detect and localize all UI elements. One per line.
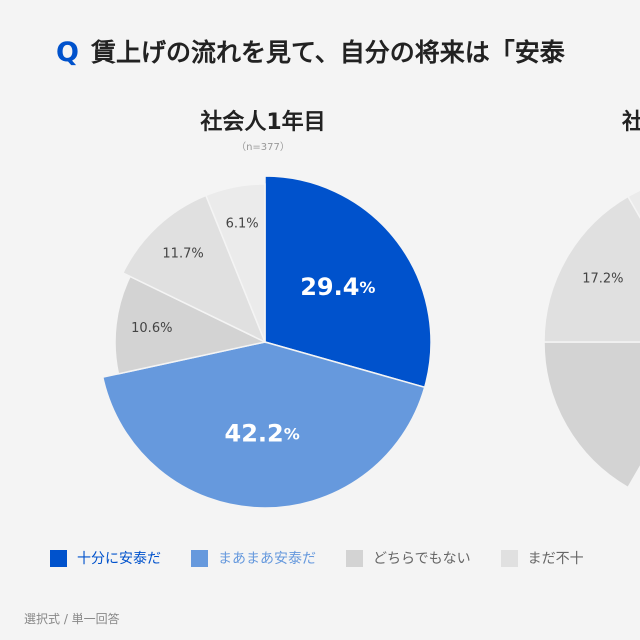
pie-slice bbox=[626, 189, 640, 219]
pie-slice bbox=[543, 195, 640, 343]
slice-label: 6.1% bbox=[226, 217, 259, 232]
pie-slice bbox=[543, 341, 640, 489]
question-text: 賃上げの流れを見て、自分の将来は「安泰 bbox=[90, 38, 565, 67]
legend-label: 十分に安泰だ bbox=[77, 551, 161, 567]
legend-swatch bbox=[346, 549, 363, 567]
legend-swatch bbox=[500, 549, 518, 567]
legend-item: どちらでもない bbox=[346, 548, 471, 568]
footnote: 選択式 / 単一回答 bbox=[24, 612, 120, 626]
legend-label: どちらでもない bbox=[373, 551, 471, 567]
chart1-sample-size: （n=377） bbox=[236, 142, 290, 153]
legend-item: まあまあ安泰だ bbox=[191, 548, 316, 568]
slice-label: 29.4% bbox=[300, 273, 375, 301]
legend-item: まだ不十 bbox=[500, 548, 584, 568]
question-title: Q 賃上げの流れを見て、自分の将来は「安泰 bbox=[56, 33, 565, 69]
slice-label: 42.2% bbox=[225, 419, 300, 447]
chart2-title: 社 bbox=[622, 110, 640, 135]
chart1-title: 社会人1年目 bbox=[200, 110, 326, 135]
pie-slice bbox=[114, 275, 268, 375]
legend-item: 十分に安泰だ bbox=[50, 548, 161, 568]
slice-label: 11.7% bbox=[162, 247, 203, 262]
legend-swatch bbox=[50, 549, 67, 567]
legend-swatch bbox=[191, 549, 208, 567]
slice-label: 17.2% bbox=[582, 272, 623, 287]
pie-slice bbox=[264, 175, 432, 389]
legend-label: まあまあ安泰だ bbox=[218, 551, 316, 567]
legend: 十分に安泰だ まあまあ安泰だ どちらでもない まだ不十 bbox=[50, 548, 614, 568]
slice-label: 10.6% bbox=[131, 321, 172, 336]
legend-label: まだ不十 bbox=[527, 551, 584, 567]
question-mark: Q bbox=[56, 37, 79, 68]
pie-slice bbox=[101, 341, 426, 509]
pie-slice bbox=[204, 183, 266, 343]
pie-slice bbox=[121, 194, 267, 344]
